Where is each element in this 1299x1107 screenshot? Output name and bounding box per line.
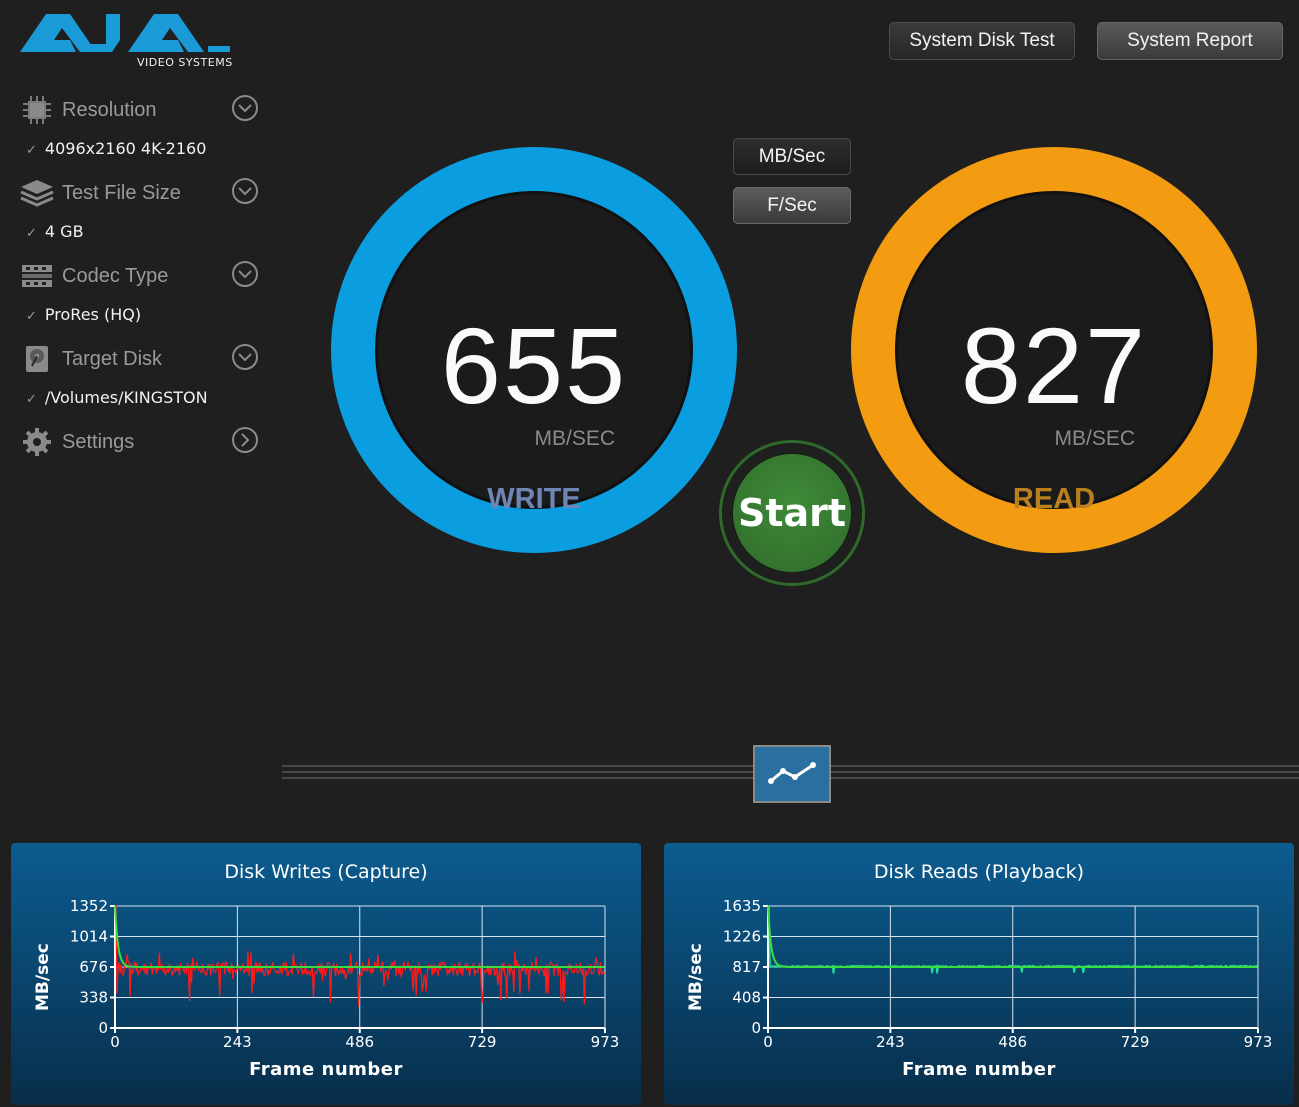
sidebar-label-target-disk: Target Disk: [62, 347, 163, 370]
resolution-value-text: 4096x2160 4K-2160: [44, 139, 207, 158]
y-tick-label: 817: [732, 958, 761, 976]
y-tick-label: 338: [79, 989, 108, 1007]
sidebar-item-target-disk[interactable]: Target Disk: [20, 342, 260, 376]
chevron-right-icon[interactable]: [232, 427, 258, 453]
average-line: [767, 905, 1258, 968]
write-label: WRITE: [487, 483, 581, 515]
x-tick-label: 0: [763, 1033, 773, 1051]
x-tick-label: 486: [998, 1033, 1027, 1051]
sidebar-item-codec-type[interactable]: Codec Type: [20, 259, 260, 293]
start-button-ring: [719, 440, 865, 586]
stack-icon: [20, 178, 54, 208]
sidebar-label-resolution: Resolution: [62, 98, 157, 121]
write-value: 655: [440, 305, 628, 426]
chart-title: Disk Reads (Playback): [873, 861, 1085, 883]
sidebar-label-test-file-size: Test File Size: [62, 181, 181, 204]
check-icon: ✓: [26, 392, 37, 407]
y-tick-label: 0: [98, 1019, 108, 1037]
x-tick-label: 243: [876, 1033, 905, 1051]
x-tick-label: 243: [223, 1033, 252, 1051]
y-tick-label: 0: [751, 1019, 761, 1037]
hard-disk-icon: [20, 344, 54, 374]
average-line: [114, 905, 605, 968]
x-tick-label: 729: [1121, 1033, 1150, 1051]
x-axis-label: Frame number: [249, 1059, 403, 1080]
sidebar-item-settings[interactable]: Settings: [20, 425, 260, 459]
aja-logo-mark: [20, 14, 230, 52]
graph-toggle-button[interactable]: [753, 743, 831, 803]
x-axis-label: Frame number: [902, 1059, 1056, 1080]
y-tick-label: 1226: [723, 928, 761, 946]
y-tick-label: 1635: [723, 897, 761, 915]
y-tick-label: 676: [79, 958, 108, 976]
sidebar-item-test-file-size[interactable]: Test File Size: [20, 176, 260, 210]
chevron-down-icon[interactable]: [232, 95, 258, 121]
chevron-down-icon[interactable]: [232, 178, 258, 204]
disk-writes-chart: 0 338 676 1014 1352 0 243 486 729 973: [70, 897, 620, 1051]
data-series-line: [115, 905, 606, 1007]
check-icon: ✓: [26, 226, 37, 241]
read-label: READ: [1012, 483, 1096, 515]
chart-title: Disk Writes (Capture): [224, 861, 428, 883]
y-tick-label: 408: [732, 989, 761, 1007]
x-tick-label: 973: [1244, 1033, 1273, 1051]
disk-writes-chart-panel: Disk Writes (Capture) MB/sec Frame numbe…: [11, 843, 641, 1105]
start-button[interactable]: Start: [731, 452, 853, 574]
read-unit: MB/SEC: [1054, 427, 1135, 450]
sidebar-label-codec-type: Codec Type: [62, 264, 169, 287]
chip-icon: [20, 95, 54, 125]
y-tick-label: 1014: [70, 928, 108, 946]
resolution-value: ✓ 4096x2160 4K-2160: [26, 139, 206, 158]
sidebar-label-settings: Settings: [62, 430, 135, 453]
test-file-size-value-text: 4 GB: [44, 222, 84, 241]
aja-logo: VIDEO SYSTEMS: [20, 10, 235, 75]
test-file-size-value: ✓ 4 GB: [26, 222, 84, 241]
gear-icon: [20, 427, 54, 457]
chevron-down-icon[interactable]: [232, 344, 258, 370]
write-dial: 655 MB/SEC WRITE: [331, 147, 737, 553]
codec-type-value: ✓ ProRes (HQ): [26, 305, 141, 324]
y-tick-label: 1352: [70, 897, 108, 915]
codec-type-value-text: ProRes (HQ): [44, 305, 142, 324]
x-tick-label: 729: [468, 1033, 497, 1051]
target-disk-value-text: /Volumes/KINGSTON: [44, 388, 208, 407]
f-sec-button[interactable]: F/Sec: [733, 187, 851, 224]
x-tick-label: 486: [345, 1033, 374, 1051]
x-tick-label: 973: [591, 1033, 620, 1051]
mb-sec-button[interactable]: MB/Sec: [733, 138, 851, 175]
disk-reads-chart-panel: Disk Reads (Playback) MB/sec Frame numbe…: [664, 843, 1294, 1105]
film-icon: [20, 261, 54, 291]
read-value: 827: [960, 305, 1148, 426]
sidebar-item-resolution[interactable]: Resolution: [20, 93, 260, 127]
system-disk-test-button[interactable]: System Disk Test: [889, 22, 1075, 60]
write-unit: MB/SEC: [534, 427, 615, 450]
chevron-down-icon[interactable]: [232, 261, 258, 287]
read-dial: 827 MB/SEC READ: [851, 147, 1257, 553]
check-icon: ✓: [26, 143, 37, 158]
line-graph-icon: [768, 743, 816, 784]
system-report-button[interactable]: System Report: [1097, 22, 1283, 60]
disk-reads-chart: 0 408 817 1226 1635 0 243 486 729 973: [723, 897, 1273, 1051]
target-disk-value: ✓ /Volumes/KINGSTON: [26, 388, 208, 407]
x-tick-label: 0: [110, 1033, 120, 1051]
check-icon: ✓: [26, 309, 37, 324]
logo-subtitle: VIDEO SYSTEMS: [137, 56, 233, 69]
